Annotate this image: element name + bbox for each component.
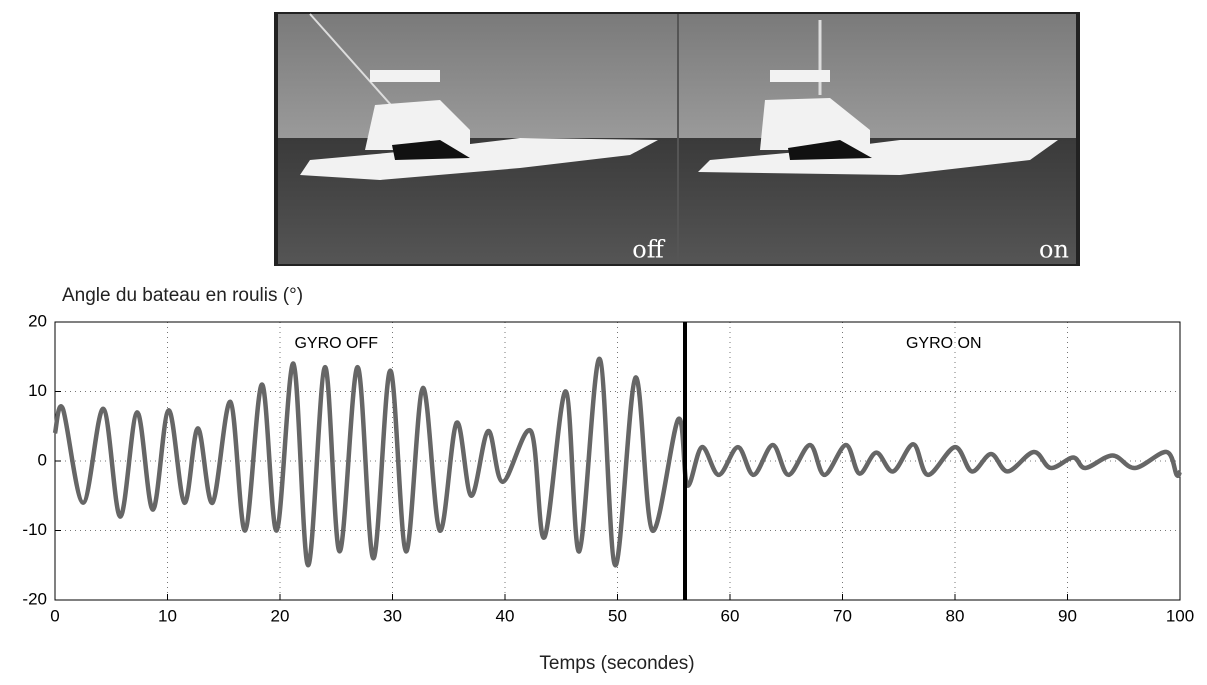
series-line <box>52 356 1183 568</box>
photo-label: on <box>1039 236 1069 264</box>
x-tick-label: 40 <box>496 606 515 625</box>
annotation: GYRO OFF <box>294 335 378 352</box>
y-tick-label: -10 <box>22 520 47 539</box>
annotation: GYRO ON <box>906 335 982 352</box>
x-tick-label: 60 <box>721 606 740 625</box>
x-tick-label: 10 <box>158 606 177 625</box>
x-tick-label: 20 <box>271 606 290 625</box>
x-tick-label: 70 <box>833 606 852 625</box>
plot-frame <box>54 321 1181 601</box>
x-tick-label: 50 <box>608 606 627 625</box>
boat-on <box>698 20 1058 175</box>
y-tick-label: 20 <box>28 311 47 330</box>
photo: off on <box>274 12 1080 266</box>
x-axis-label: Temps (secondes) <box>539 653 694 674</box>
y-tick-label: 0 <box>38 450 47 469</box>
chart-title: Angle du bateau en roulis (°) <box>62 285 303 306</box>
x-tick-label: 100 <box>1166 606 1194 625</box>
x-tick-label: 90 <box>1058 606 1077 625</box>
x-tick-label: 80 <box>946 606 965 625</box>
y-tick-label: 10 <box>28 381 47 400</box>
y-tick-label: -20 <box>22 589 47 608</box>
photo-label: off <box>632 236 665 264</box>
boat-off <box>300 13 658 180</box>
x-tick-label: 0 <box>50 606 59 625</box>
x-tick-label: 30 <box>383 606 402 625</box>
